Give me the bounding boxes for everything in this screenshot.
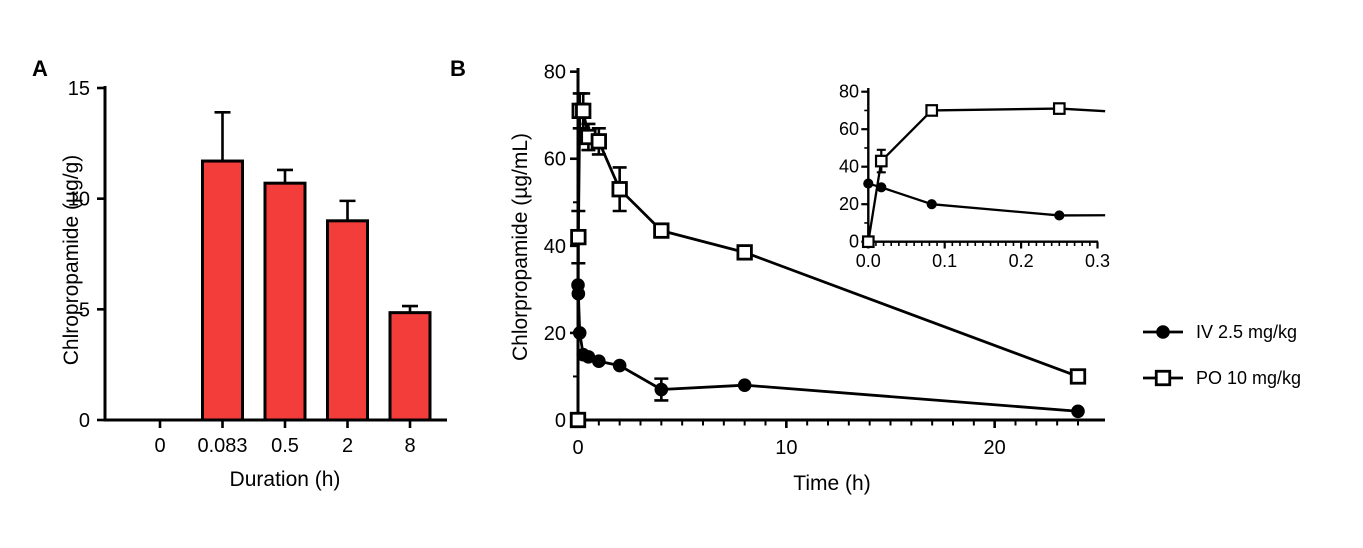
error-bar bbox=[339, 199, 356, 222]
y-tick-label: 20 bbox=[544, 323, 566, 345]
x-tick-label: 0.1 bbox=[932, 251, 957, 271]
legend-label-po: PO 10 mg/kg bbox=[1196, 368, 1301, 388]
data-point bbox=[863, 178, 874, 189]
panel-a-x-axis-title: Duration (h) bbox=[230, 468, 341, 491]
x-tick-label: 8 bbox=[404, 435, 415, 457]
filled-circle-icon bbox=[1156, 325, 1170, 339]
bar bbox=[326, 219, 369, 422]
panel-b-axes bbox=[570, 68, 1105, 428]
panel-b-line-chart: 0 20 40 60 80 0 10 20 B Time (h) Chlorpropamide… bbox=[450, 56, 1105, 495]
y-tick-label: 0 bbox=[79, 410, 90, 432]
panel-b-series bbox=[569, 92, 1087, 429]
data-point bbox=[575, 102, 592, 120]
series-line bbox=[867, 182, 1106, 217]
panel-a-bars bbox=[201, 159, 432, 422]
panel-a-tick-labels: 0 5 10 15 0 0.083 0.5 2 8 bbox=[68, 78, 416, 457]
x-tick-label: 0.083 bbox=[197, 435, 247, 457]
series-line bbox=[576, 109, 1079, 421]
y-tick-label: 40 bbox=[839, 157, 859, 177]
x-tick-label: 0.0 bbox=[856, 251, 881, 271]
x-tick-label: 0 bbox=[572, 437, 583, 459]
y-tick-label: 0 bbox=[849, 232, 859, 252]
data-point bbox=[736, 244, 753, 261]
data-point bbox=[926, 199, 937, 210]
data-point bbox=[1069, 368, 1087, 385]
data-point bbox=[861, 235, 875, 249]
data-point bbox=[612, 358, 627, 373]
y-tick-label: 80 bbox=[839, 82, 859, 102]
data-point bbox=[572, 326, 587, 340]
y-tick-label: 60 bbox=[839, 119, 859, 139]
legend-item-iv: IV 2.5 mg/kg bbox=[1143, 322, 1297, 342]
data-point bbox=[737, 378, 752, 392]
chart-legend: IV 2.5 mg/kg PO 10 mg/kg bbox=[1143, 322, 1301, 388]
inset-series-po bbox=[861, 102, 1106, 249]
error-bar bbox=[277, 168, 293, 185]
y-tick-label: 60 bbox=[544, 149, 566, 171]
y-tick-label: 5 bbox=[79, 299, 90, 321]
panel-b-x-axis-title: Time (h) bbox=[793, 472, 870, 495]
data-point bbox=[570, 228, 587, 246]
error-bar bbox=[402, 304, 418, 314]
data-point bbox=[1052, 102, 1066, 115]
data-point bbox=[874, 154, 888, 168]
y-tick-label: 40 bbox=[544, 236, 566, 258]
panel-a-y-axis-title: Chlropropamide (µg/g) bbox=[60, 155, 83, 366]
y-tick-label: 0 bbox=[555, 410, 566, 432]
data-point bbox=[925, 104, 939, 117]
x-tick-label: 20 bbox=[984, 437, 1006, 459]
x-tick-label: 0.2 bbox=[1009, 251, 1034, 271]
panel-b-label: B bbox=[450, 56, 466, 81]
data-point bbox=[569, 411, 587, 429]
data-point bbox=[1054, 210, 1065, 221]
y-tick-label: 80 bbox=[544, 62, 566, 84]
series-iv bbox=[571, 278, 1085, 419]
data-point bbox=[592, 354, 606, 369]
legend-label-iv: IV 2.5 mg/kg bbox=[1196, 322, 1297, 342]
panel-b-tick-labels: 0 20 40 60 80 0 10 20 bbox=[544, 62, 1006, 459]
legend-item-po: PO 10 mg/kg bbox=[1143, 368, 1301, 388]
inset-series-iv bbox=[863, 178, 1106, 221]
x-tick-label: 0 bbox=[154, 435, 165, 457]
y-tick-label: 15 bbox=[68, 78, 90, 100]
data-point bbox=[590, 133, 607, 150]
x-tick-label: 10 bbox=[775, 437, 797, 459]
bar bbox=[263, 181, 307, 422]
panel-b-y-axis-title: Chlorpropamide (µg/mL) bbox=[509, 133, 532, 361]
x-tick-label: 0.3 bbox=[1085, 251, 1110, 271]
x-tick-label: 0.5 bbox=[271, 435, 299, 457]
error-bar bbox=[214, 111, 231, 163]
series-line bbox=[867, 107, 1106, 242]
bar bbox=[388, 311, 432, 422]
inset-tick-labels: 0 20 40 60 80 0.0 0.1 0.2 0.3 bbox=[839, 82, 1110, 271]
open-square-icon bbox=[1154, 369, 1172, 387]
series-po bbox=[569, 92, 1087, 429]
data-point bbox=[653, 222, 670, 239]
panel-a-error-bars bbox=[214, 111, 418, 314]
panel-a-bar-chart: 0 5 10 15 0 0.083 0.5 2 8 A Duration (h) Chlropr… bbox=[32, 56, 447, 491]
bar bbox=[201, 159, 244, 422]
panel-b-inset-chart: 0 20 40 60 80 0.0 0.1 0.2 0.3 bbox=[839, 82, 1110, 271]
data-point bbox=[611, 181, 628, 198]
panel-a-label: A bbox=[32, 56, 48, 81]
data-point bbox=[1071, 404, 1085, 419]
y-tick-label: 10 bbox=[68, 189, 90, 211]
inset-series bbox=[861, 102, 1106, 249]
data-point bbox=[654, 382, 669, 397]
y-tick-label: 20 bbox=[839, 194, 859, 214]
x-tick-label: 2 bbox=[342, 435, 353, 457]
